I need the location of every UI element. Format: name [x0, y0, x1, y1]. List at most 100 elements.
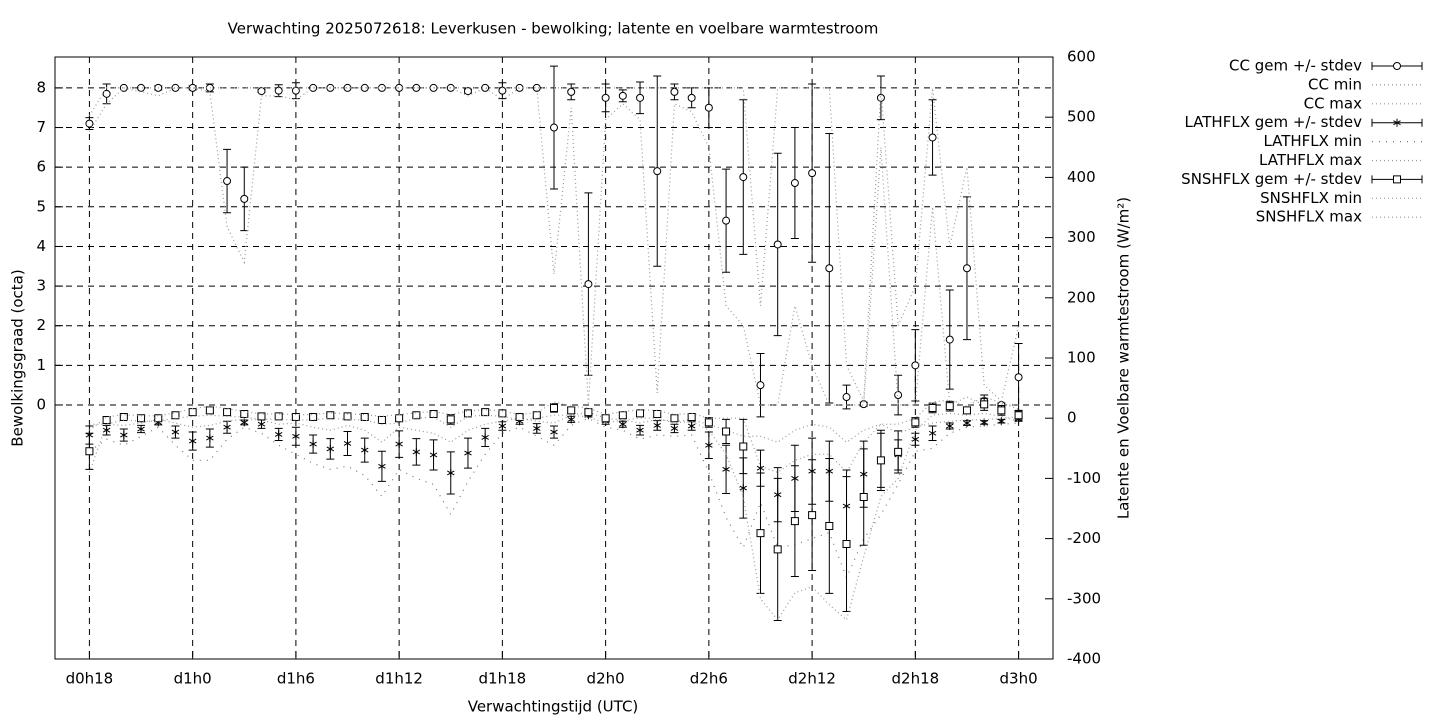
data-point: [704, 418, 713, 427]
y-tick-label: 7: [36, 118, 46, 136]
data-point: [722, 427, 731, 436]
data-point: [205, 83, 214, 92]
y2-tick-label: -100: [1067, 469, 1101, 487]
data-point: [722, 216, 731, 225]
data-point: [653, 167, 662, 176]
x-tick-label: d2h18: [892, 670, 940, 688]
data-point: [773, 545, 782, 554]
data-point: [876, 456, 885, 465]
data-point: [498, 409, 507, 418]
data-point: [980, 400, 989, 409]
data-point: [722, 465, 730, 474]
legend-label: LATHFLX max: [1259, 151, 1362, 169]
data-point: [946, 422, 954, 431]
data-point: [515, 412, 524, 421]
data-point: [962, 264, 971, 273]
data-point: [291, 412, 300, 421]
data-point: [188, 83, 197, 92]
data-point: [601, 414, 610, 423]
data-point: [739, 173, 748, 182]
data-point: [274, 86, 283, 95]
data-point: [687, 422, 696, 431]
y2-tick-label: 100: [1067, 349, 1096, 367]
data-point: [205, 406, 214, 415]
data-point: [584, 408, 593, 417]
legend-label: SNSHFLX max: [1256, 208, 1362, 226]
data-point: [963, 419, 971, 428]
data-point: [842, 393, 851, 402]
data-point: [274, 430, 283, 439]
data-point: [137, 83, 146, 92]
data-point: [257, 412, 266, 421]
range-line: [88, 412, 1019, 621]
data-point: [894, 447, 903, 456]
data-point: [395, 414, 404, 423]
chart-title: Verwachting 2025072618: Leverkusen - bew…: [228, 20, 879, 38]
legend-label: CC max: [1304, 94, 1363, 112]
data-point: [911, 418, 920, 427]
y2-tick-label: 600: [1067, 48, 1096, 66]
data-point: [911, 435, 920, 444]
data-point: [326, 411, 335, 420]
data-point: [223, 408, 232, 417]
y-axis-label: Bewolkingsgraad (octa): [9, 269, 27, 446]
data-point: [171, 428, 180, 437]
x-tick-label: d2h0: [587, 670, 625, 688]
data-point: [360, 412, 369, 421]
legend-marker: [1393, 118, 1401, 127]
data-point: [292, 432, 300, 441]
y-tick-label: 8: [36, 78, 46, 96]
data-point: [687, 93, 696, 102]
range-line: [88, 87, 1020, 403]
data-point: [945, 402, 954, 411]
data-point: [240, 409, 249, 418]
data-point: [343, 439, 352, 448]
x-tick-label: d1h18: [479, 670, 527, 688]
data-point: [584, 280, 593, 289]
data-point: [343, 83, 352, 92]
data-point: [825, 521, 834, 530]
data-point: [636, 93, 645, 102]
data-point: [808, 511, 817, 520]
x-tick-label: d1h0: [174, 670, 212, 688]
data-point: [532, 83, 541, 92]
data-point: [739, 484, 748, 493]
data-point: [464, 449, 472, 458]
data-point: [653, 421, 661, 430]
data-point: [618, 411, 627, 420]
data-point: [705, 441, 713, 450]
data-point: [326, 444, 335, 453]
legend-label: LATHFLX gem +/- stdev: [1184, 113, 1362, 131]
data-point: [481, 83, 490, 92]
x-tick-label: d1h6: [277, 670, 315, 688]
legend-marker: [1393, 62, 1402, 70]
y2-tick-label: 200: [1067, 288, 1096, 306]
data-point: [223, 423, 231, 432]
data-point: [550, 428, 558, 437]
data-point: [567, 415, 575, 424]
data-point: [550, 123, 559, 132]
data-point: [447, 468, 455, 477]
y2-axis-label: Latente en Voelbare warmtestroom (W/m²): [1115, 197, 1133, 519]
data-point: [223, 177, 232, 186]
data-point: [945, 335, 954, 344]
data-point: [412, 83, 421, 92]
data-point: [876, 93, 885, 102]
data-point: [291, 86, 300, 95]
data-point: [360, 446, 369, 455]
x-tick-label: d3h0: [1000, 670, 1038, 688]
data-point: [188, 437, 197, 446]
data-point: [962, 406, 971, 415]
data-point: [206, 434, 214, 443]
data-point: [756, 464, 765, 473]
data-point: [670, 87, 679, 96]
data-point: [533, 424, 541, 433]
data-point: [360, 83, 369, 92]
x-axis-label: Verwachtingstijd (UTC): [468, 698, 639, 716]
y2-tick-label: -400: [1067, 650, 1101, 668]
data-point: [257, 87, 266, 96]
data-point: [859, 400, 868, 409]
data-point: [498, 422, 507, 431]
y-tick-label: 5: [36, 197, 46, 215]
data-point: [309, 412, 318, 421]
